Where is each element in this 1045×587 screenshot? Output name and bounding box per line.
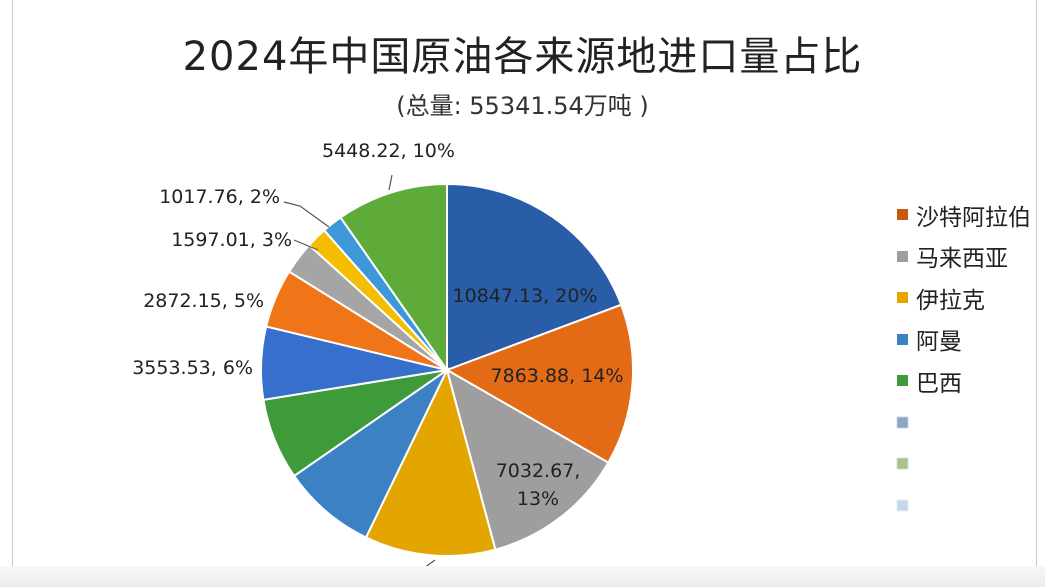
slice-data-label: 7032.67, xyxy=(496,460,581,482)
legend-swatch xyxy=(897,375,908,387)
label-leader-line xyxy=(283,201,330,228)
slice-data-label: 5448.22, 10% xyxy=(322,140,455,162)
slice-data-label: 2872.15, 5% xyxy=(143,290,264,312)
slice-data-label: 13% xyxy=(517,488,559,510)
pie-slice xyxy=(339,182,448,374)
slice-data-label: 7863.88, 14% xyxy=(491,365,624,387)
legend-item xyxy=(897,443,1031,485)
legend-swatch xyxy=(897,458,908,470)
frame-right-border xyxy=(1036,0,1037,566)
legend-swatch xyxy=(897,416,908,428)
pie-slice xyxy=(445,367,610,551)
legend-item: 沙特阿拉伯 xyxy=(897,194,1031,236)
legend-item: 马来西亚 xyxy=(897,236,1031,278)
chart-legend: 沙特阿拉伯马来西亚伊拉克阿曼巴西 xyxy=(897,194,1031,526)
legend-item xyxy=(897,485,1031,527)
legend-swatch xyxy=(897,250,908,262)
legend-item: 阿曼 xyxy=(897,319,1031,361)
legend-item: 伊拉克 xyxy=(897,277,1031,319)
chart-subtitle: (总量: 55341.54万吨 ) xyxy=(396,92,649,120)
bottom-band xyxy=(0,566,1045,587)
legend-swatch xyxy=(897,209,908,221)
pie-slice xyxy=(446,182,623,372)
legend-swatch xyxy=(897,499,908,511)
legend-label: 阿曼 xyxy=(916,329,962,356)
legend-label: 马来西亚 xyxy=(916,246,1008,273)
legend-item: 巴西 xyxy=(897,360,1031,402)
label-leader-line xyxy=(388,174,393,191)
label-leader-line xyxy=(293,239,319,251)
slice-data-label: 10847.13, 20% xyxy=(453,285,598,307)
legend-label: 伊拉克 xyxy=(916,287,985,314)
frame-left-border xyxy=(12,0,13,566)
legend-swatch xyxy=(897,292,908,304)
pie-slice xyxy=(444,303,634,464)
pie-slice xyxy=(292,367,450,539)
legend-item xyxy=(897,402,1031,444)
slice-data-label: 1597.01, 3% xyxy=(171,229,292,251)
chart-title: 2024年中国原油各来源地进口量占比 xyxy=(182,34,863,80)
slice-data-label: 1017.76, 2% xyxy=(159,186,280,208)
legend-label: 巴西 xyxy=(916,370,962,397)
pie-slice xyxy=(364,367,497,557)
slice-data-label: 3553.53, 6% xyxy=(132,357,253,379)
legend-label: 沙特阿拉伯 xyxy=(916,204,1031,231)
legend-swatch xyxy=(897,333,908,345)
